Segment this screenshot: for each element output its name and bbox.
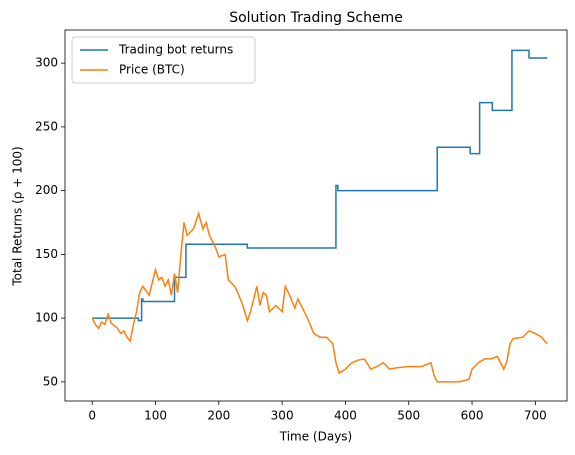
line-series <box>91 211 548 383</box>
x-tick-label: 600 <box>461 409 484 423</box>
legend: Trading bot returns Price (BTC) <box>71 36 256 84</box>
line-series <box>92 49 548 322</box>
legend-label: Price (BTC) <box>119 63 185 77</box>
x-tick-label: 200 <box>207 409 230 423</box>
y-tick-label: 50 <box>43 374 58 388</box>
y-tick-label: 100 <box>35 311 58 325</box>
y-tick-label: 150 <box>35 247 58 261</box>
y-tick-label: 250 <box>35 119 58 133</box>
legend-box <box>71 36 256 84</box>
legend-label: Trading bot returns <box>118 43 233 57</box>
x-tick-label: 500 <box>397 409 420 423</box>
x-tick-label: 400 <box>334 409 357 423</box>
x-tick-label: 0 <box>88 409 96 423</box>
x-tick-label: 700 <box>524 409 547 423</box>
x-axis-label: Time (Days) <box>279 430 353 444</box>
y-axis-label: Total Returns (ρ + 100) <box>11 146 25 286</box>
y-tick-label: 200 <box>35 183 58 197</box>
chart-title: Solution Trading Scheme <box>229 10 403 26</box>
plot-frame <box>64 29 568 402</box>
y-tick-label: 300 <box>35 56 58 70</box>
x-tick-label: 100 <box>144 409 167 423</box>
x-tick-label: 300 <box>271 409 294 423</box>
